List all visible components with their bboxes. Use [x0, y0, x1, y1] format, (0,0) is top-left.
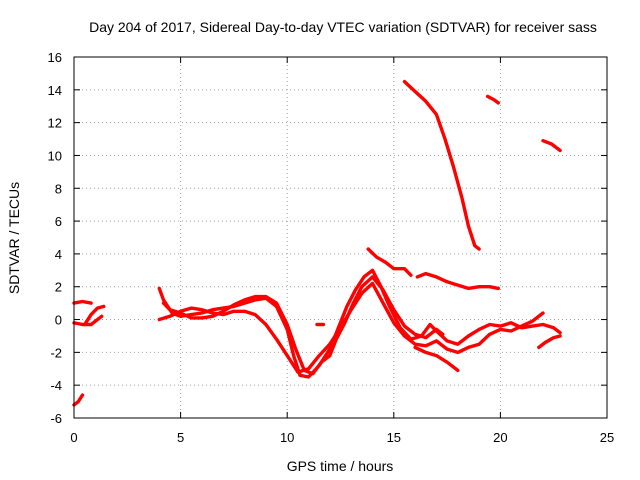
y-tick-label: 14	[48, 83, 62, 98]
y-tick-label: 16	[48, 50, 62, 65]
data-track-track-12	[402, 79, 481, 251]
plot-frame	[73, 56, 608, 419]
y-tick-label: 4	[55, 247, 62, 262]
data-track-track-10	[366, 247, 413, 277]
x-tick-label: 20	[493, 430, 507, 445]
y-tick-label: -2	[50, 345, 62, 360]
data-track-track-1	[72, 299, 93, 305]
y-tick-label: 6	[55, 214, 62, 229]
data-track-track-4	[72, 393, 85, 407]
data-track-track-5	[157, 268, 562, 379]
x-tick-label: 5	[177, 430, 184, 445]
data-track-track-3	[82, 304, 106, 327]
data-track-track-7	[161, 275, 445, 376]
tick-marks	[73, 56, 608, 419]
y-tick-label: 10	[48, 148, 62, 163]
chart-title: Day 204 of 2017, Sidereal Day-to-day VTE…	[89, 19, 597, 35]
x-axis-label: GPS time / hours	[287, 458, 394, 474]
data-track-track-15	[537, 334, 562, 350]
x-tick-label: 0	[70, 430, 77, 445]
y-tick-label: -4	[50, 378, 62, 393]
data-track-track-13	[485, 94, 500, 105]
data-track-track-14	[541, 138, 562, 153]
x-tick-labels: 0 5 10 15 20 25	[70, 430, 614, 445]
data-series	[72, 79, 562, 407]
y-tick-label: 8	[55, 181, 62, 196]
y-axis-label: SDTVAR / TECUs	[6, 182, 22, 294]
data-track-track-9	[413, 345, 460, 373]
data-track-track-2	[72, 314, 104, 327]
y-tick-label: 0	[55, 313, 62, 328]
y-tick-labels: 16 14 12 10 8 6 4 2 0 -2 -4 -6	[48, 50, 62, 426]
x-tick-label: 25	[600, 430, 614, 445]
y-tick-label: 2	[55, 280, 62, 295]
x-tick-label: 10	[280, 430, 294, 445]
x-tick-label: 15	[387, 430, 401, 445]
y-tick-label: 12	[48, 116, 62, 131]
y-tick-label: -6	[50, 411, 62, 426]
data-track-track-11	[415, 271, 500, 291]
